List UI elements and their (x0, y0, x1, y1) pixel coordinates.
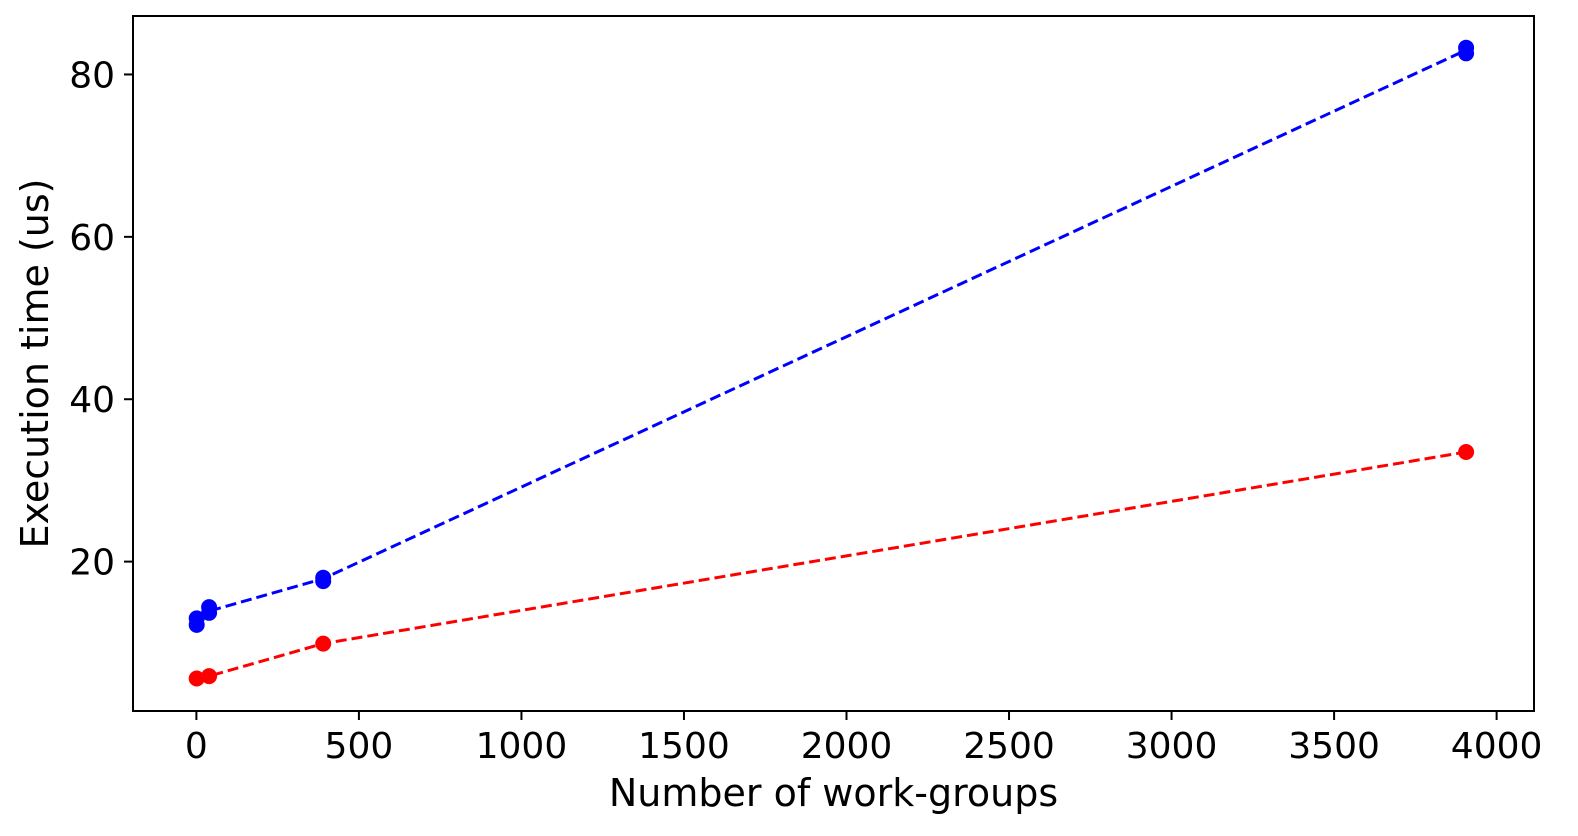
x-tick-label-0: 0 (185, 726, 208, 767)
y-axis: 20 40 60 80 (69, 55, 133, 584)
y-tick-label-1: 40 (69, 380, 115, 421)
series-0-line (195, 48, 1467, 621)
x-tick-label-7: 3500 (1288, 726, 1380, 767)
plot-marks (188, 39, 1475, 687)
series-1-line (196, 450, 1467, 680)
series-1-point-0 (188, 670, 205, 687)
x-tick-label-6: 3000 (1126, 726, 1218, 767)
x-tick-label-5: 2500 (963, 726, 1055, 767)
y-axis-label: Execution time (us) (13, 178, 57, 548)
y-tick-label-2: 60 (69, 218, 115, 259)
series-1-point-2 (315, 635, 332, 652)
series-1-point-1 (201, 668, 218, 685)
series-0-point-1 (188, 610, 205, 627)
series-0-point-3 (201, 599, 218, 616)
x-tick-label-8: 4000 (1451, 726, 1543, 767)
series-1-point-3 (1458, 444, 1475, 460)
plot-frame (132, 15, 1535, 712)
x-axis-label: Number of work-groups (609, 771, 1058, 815)
x-tick-label-3: 1500 (638, 726, 730, 767)
y-tick-label-0: 20 (69, 543, 115, 584)
x-tick-label-4: 2000 (801, 726, 893, 767)
series-0-point-7 (1458, 39, 1475, 56)
x-tick-label-1: 500 (325, 726, 394, 767)
y-tick-label-3: 80 (69, 55, 115, 96)
x-axis: 0 500 1000 1500 2000 2500 3000 3500 4000 (185, 711, 1542, 767)
series-0-point-5 (315, 569, 332, 586)
x-tick-label-2: 1000 (476, 726, 568, 767)
